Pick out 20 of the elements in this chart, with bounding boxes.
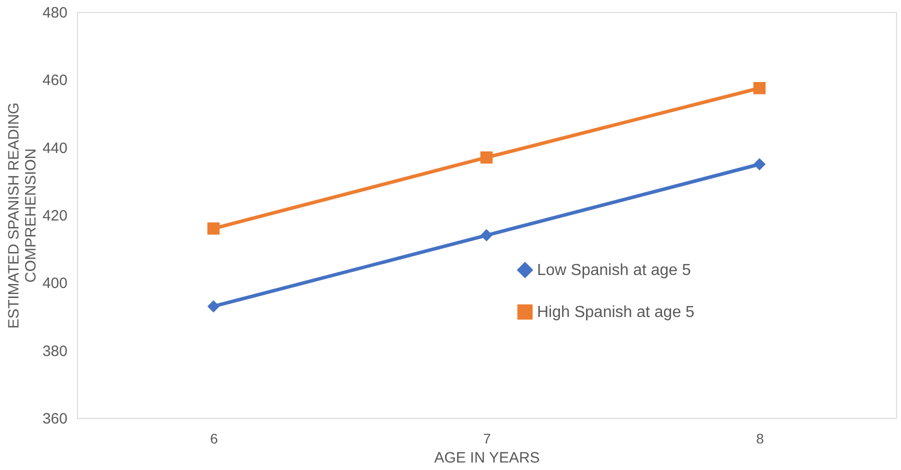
x-tick-label: 7 xyxy=(483,430,492,446)
legend-label: High Spanish at age 5 xyxy=(537,304,695,321)
y-axis-title: ESTIMATED SPANISH READING COMPREHENSION xyxy=(5,102,40,329)
x-axis-title: AGE IN YEARS xyxy=(434,450,540,466)
point xyxy=(207,300,220,312)
point xyxy=(480,151,493,164)
y-tick-label: 380 xyxy=(42,342,68,360)
y-tick-label: 360 xyxy=(42,410,68,428)
y-tick-label: 460 xyxy=(42,72,68,90)
legend-label: Low Spanish at age 5 xyxy=(537,262,691,279)
point xyxy=(753,158,766,170)
y-tick-label: 400 xyxy=(42,275,68,292)
y-tick-label: 420 xyxy=(42,208,68,224)
point xyxy=(753,82,766,94)
point xyxy=(480,229,493,242)
y-tick-label: 440 xyxy=(42,140,68,157)
x-tick-label: 6 xyxy=(210,430,218,446)
y-tick-label: 480 xyxy=(42,4,68,22)
x-tick-label: 8 xyxy=(756,430,764,446)
point xyxy=(207,222,220,235)
